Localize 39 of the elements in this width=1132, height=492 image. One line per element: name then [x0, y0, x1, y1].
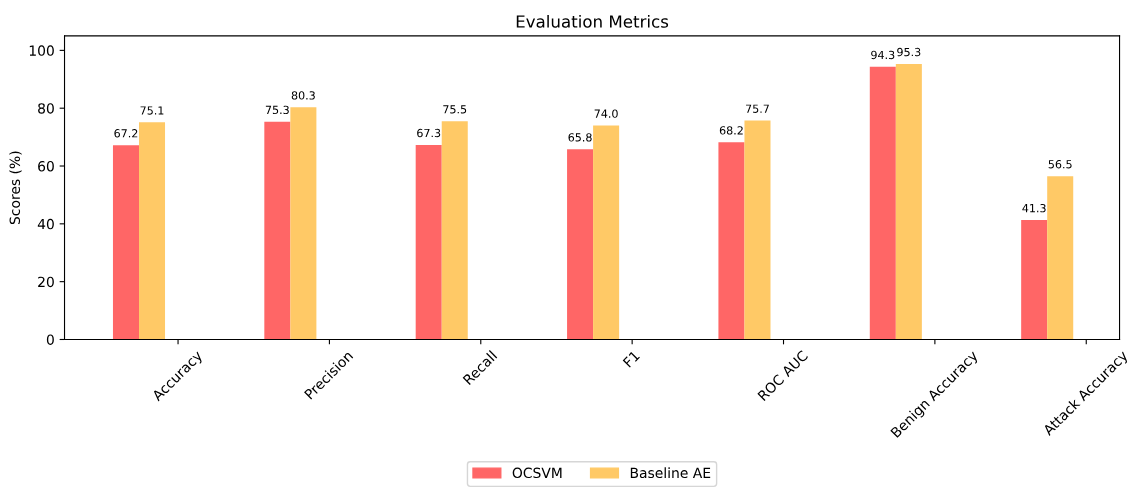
bar	[567, 149, 594, 340]
x-tick-label: F1	[622, 350, 640, 368]
bar	[869, 66, 896, 340]
bar	[744, 120, 771, 340]
y-tick-label: 0	[46, 334, 54, 345]
data-label: 95.3	[897, 47, 921, 57]
y-axis-title: Scores (%)	[9, 151, 22, 225]
bar	[718, 142, 745, 340]
data-label: 56.5	[1048, 160, 1072, 169]
data-label: 74.0	[594, 109, 618, 118]
data-label: 75.1	[140, 106, 164, 115]
data-label: 67.3	[417, 128, 441, 138]
data-label: 94.3	[871, 50, 895, 60]
data-label: 75.7	[746, 104, 769, 113]
data-label: 67.2	[114, 129, 138, 138]
data-label: 75.3	[265, 105, 289, 115]
data-label: 68.2	[719, 126, 743, 135]
bar	[290, 107, 317, 340]
y-tick-label: 100	[29, 45, 54, 56]
bar	[415, 144, 442, 340]
bar	[112, 145, 139, 340]
bar	[1021, 220, 1048, 340]
y-tick-label: 60	[38, 160, 54, 172]
bar	[264, 121, 291, 340]
bar	[441, 121, 468, 340]
data-label: 80.3	[291, 91, 315, 100]
bar	[895, 63, 922, 340]
bar	[1047, 176, 1074, 340]
y-tick-label: 20	[38, 276, 54, 288]
chart-title: Evaluation Metrics	[516, 14, 669, 28]
data-label: 65.8	[568, 133, 592, 142]
legend-label: OCSVM	[512, 467, 562, 479]
legend-label: Baseline AE	[630, 467, 711, 479]
bar	[139, 122, 166, 340]
y-tick-label: 80	[38, 103, 54, 114]
data-label: 75.5	[443, 105, 467, 114]
y-tick-label: 40	[37, 218, 54, 230]
bar	[593, 125, 620, 340]
data-label: 41.3	[1022, 203, 1046, 213]
